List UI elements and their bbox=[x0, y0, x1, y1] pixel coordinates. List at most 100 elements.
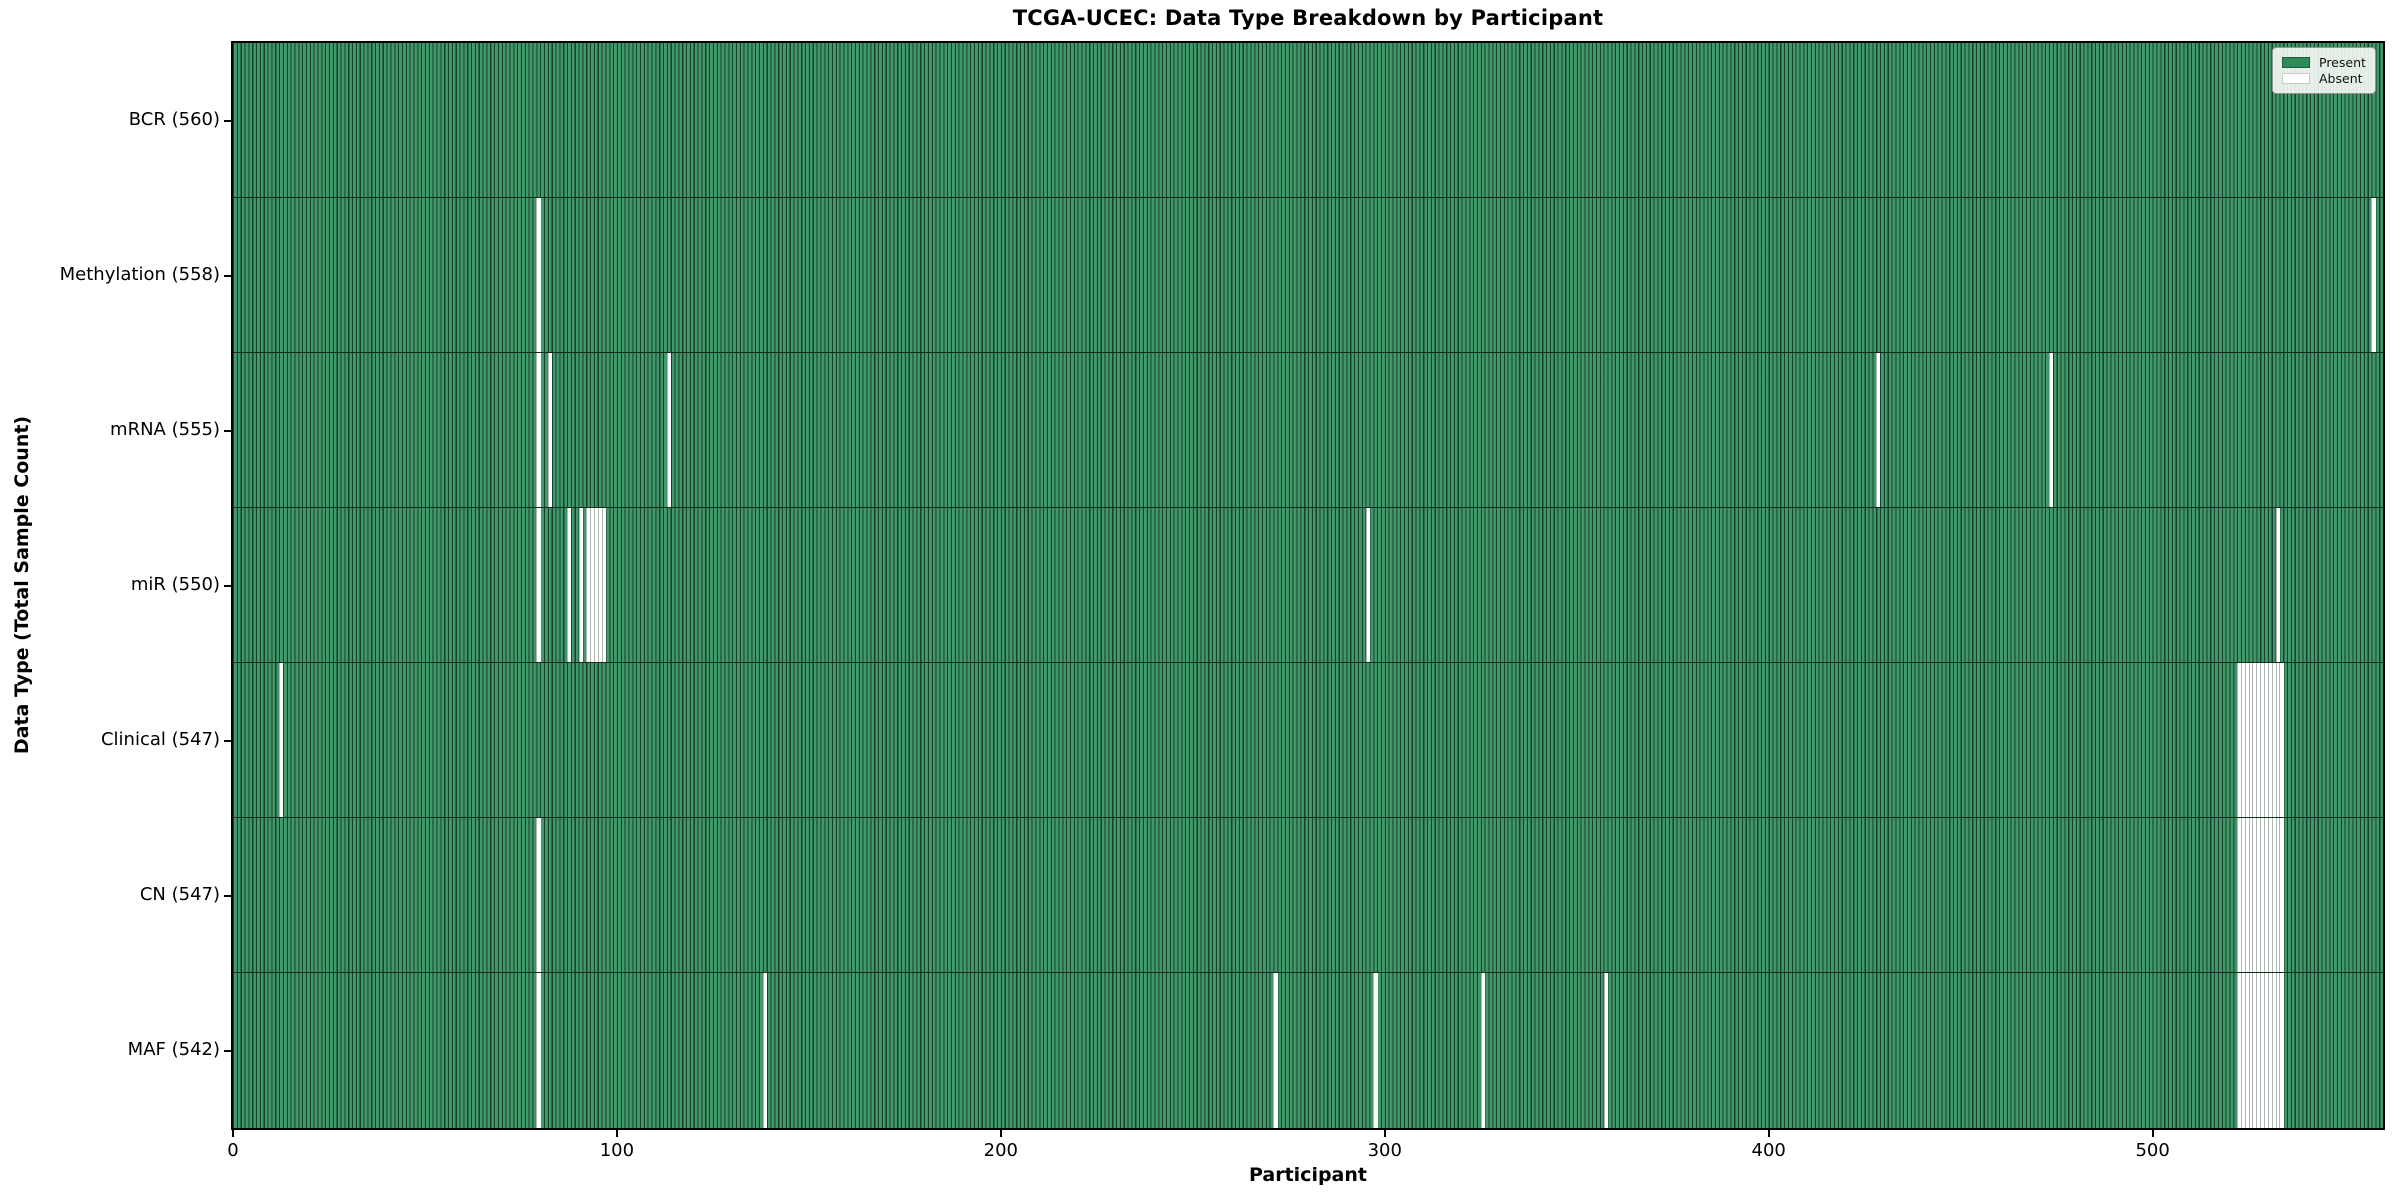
absent-gap-maf-79 bbox=[536, 973, 541, 1128]
y-tick-label-mir: miR (550) bbox=[130, 573, 220, 595]
y-tick-label-cn: CN (547) bbox=[139, 883, 220, 905]
chart-title: TCGA-UCEC: Data Type Breakdown by Partic… bbox=[1012, 6, 1604, 30]
absent-gap-maf-523 bbox=[2240, 973, 2246, 1128]
absent-gap-clinical-527 bbox=[2256, 663, 2261, 817]
x-tick-400 bbox=[1767, 1128, 1770, 1137]
data-row-methylation bbox=[233, 198, 2383, 353]
absent-gap-cn-525 bbox=[2248, 818, 2253, 972]
absent-gap-cn-528 bbox=[2260, 818, 2265, 972]
absent-gap-maf-530 bbox=[2267, 973, 2273, 1128]
absent-gap-mir-94 bbox=[593, 508, 599, 662]
y-tick-bcr bbox=[224, 119, 233, 122]
absent-gap-clinical-526 bbox=[2252, 663, 2257, 817]
x-tick-label-100: 100 bbox=[599, 1140, 635, 1161]
legend-swatch-absent bbox=[2282, 73, 2310, 84]
absent-gap-mir-92 bbox=[586, 508, 591, 662]
absent-gap-maf-271 bbox=[1273, 973, 1278, 1128]
x-tick-0 bbox=[232, 1128, 234, 1137]
absent-gap-mrna-428 bbox=[1876, 353, 1881, 507]
x-tick-200 bbox=[999, 1128, 1002, 1137]
absent-gap-cn-523 bbox=[2240, 818, 2246, 972]
absent-gap-mir-532 bbox=[2275, 508, 2280, 662]
y-tick-maf bbox=[224, 1049, 233, 1052]
x-tick-label-500: 500 bbox=[2135, 1140, 2170, 1161]
absent-gap-maf-138 bbox=[762, 973, 768, 1128]
x-tick-300 bbox=[1383, 1128, 1386, 1137]
absent-gap-clinical-531 bbox=[2271, 663, 2276, 817]
data-row-cn bbox=[233, 818, 2383, 973]
x-tick-label-300: 300 bbox=[1367, 1140, 1402, 1161]
absent-gap-cn-527 bbox=[2256, 818, 2261, 972]
absent-gap-clinical-524 bbox=[2244, 663, 2250, 817]
absent-gap-clinical-532 bbox=[2275, 663, 2280, 817]
absent-gap-mir-79 bbox=[536, 508, 541, 662]
data-row-mrna bbox=[233, 353, 2383, 508]
absent-gap-methylation-79 bbox=[536, 198, 541, 352]
absent-gap-clinical-522 bbox=[2237, 663, 2242, 817]
absent-gap-mrna-79 bbox=[536, 353, 541, 507]
legend-swatch-present bbox=[2282, 57, 2310, 68]
absent-gap-mrna-82 bbox=[547, 353, 553, 507]
absent-gap-maf-533 bbox=[2279, 973, 2284, 1128]
absent-gap-clinical-528 bbox=[2260, 663, 2265, 817]
y-tick-label-bcr: BCR (560) bbox=[128, 108, 220, 130]
y-tick-label-mrna: mRNA (555) bbox=[110, 418, 220, 440]
y-tick-mir bbox=[224, 584, 233, 587]
data-row-mir bbox=[233, 508, 2383, 663]
absent-gap-clinical-12 bbox=[279, 663, 284, 817]
absent-gap-mir-96 bbox=[601, 508, 606, 662]
plot-area bbox=[231, 41, 2385, 1130]
absent-gap-maf-526 bbox=[2252, 973, 2257, 1128]
absent-gap-cn-79 bbox=[536, 818, 541, 972]
absent-gap-clinical-533 bbox=[2279, 663, 2284, 817]
absent-gap-maf-522 bbox=[2237, 973, 2242, 1128]
absent-gap-mir-87 bbox=[567, 508, 572, 662]
absent-gap-mrna-113 bbox=[666, 353, 672, 507]
absent-gap-maf-528 bbox=[2260, 973, 2265, 1128]
absent-gap-cn-524 bbox=[2244, 818, 2250, 972]
absent-gap-maf-357 bbox=[1603, 973, 1608, 1128]
absent-gap-maf-524 bbox=[2244, 973, 2250, 1128]
absent-gap-maf-325 bbox=[1480, 973, 1485, 1128]
absent-gap-cn-531 bbox=[2271, 818, 2276, 972]
legend-entry-absent: Absent bbox=[2282, 71, 2367, 86]
absent-gap-mrna-473 bbox=[2048, 353, 2054, 507]
absent-gap-clinical-529 bbox=[2263, 663, 2269, 817]
legend: Present Absent bbox=[2272, 47, 2376, 94]
absent-gap-cn-532 bbox=[2275, 818, 2280, 972]
absent-gap-maf-297 bbox=[1373, 973, 1378, 1128]
absent-gap-maf-531 bbox=[2271, 973, 2276, 1128]
absent-gap-maf-525 bbox=[2248, 973, 2253, 1128]
y-tick-methylation bbox=[224, 274, 233, 277]
data-row-maf bbox=[233, 973, 2383, 1128]
absent-gap-cn-533 bbox=[2279, 818, 2284, 972]
absent-gap-maf-527 bbox=[2256, 973, 2261, 1128]
absent-gap-cn-522 bbox=[2237, 818, 2242, 972]
absent-gap-clinical-523 bbox=[2240, 663, 2246, 817]
absent-gap-methylation-557 bbox=[2371, 198, 2376, 352]
legend-label-present: Present bbox=[2319, 55, 2366, 70]
absent-gap-cn-529 bbox=[2263, 818, 2269, 972]
absent-gap-cn-530 bbox=[2267, 818, 2273, 972]
x-tick-label-400: 400 bbox=[1751, 1140, 1786, 1161]
absent-gap-mir-295 bbox=[1365, 508, 1370, 662]
absent-gap-clinical-530 bbox=[2267, 663, 2273, 817]
x-tick-label-0: 0 bbox=[227, 1140, 239, 1161]
y-tick-label-methylation: Methylation (558) bbox=[59, 263, 220, 285]
y-tick-clinical bbox=[224, 739, 233, 742]
absent-gap-maf-529 bbox=[2263, 973, 2269, 1128]
legend-entry-present: Present bbox=[2282, 55, 2367, 70]
absent-gap-maf-532 bbox=[2275, 973, 2280, 1128]
x-tick-500 bbox=[2151, 1128, 2154, 1137]
absent-gap-cn-526 bbox=[2252, 818, 2257, 972]
data-row-clinical bbox=[233, 663, 2383, 818]
absent-gap-mir-95 bbox=[597, 508, 602, 662]
data-row-bcr bbox=[233, 43, 2383, 198]
x-axis-label: Participant bbox=[1248, 1164, 1367, 1186]
absent-gap-mir-93 bbox=[590, 508, 595, 662]
legend-label-absent: Absent bbox=[2319, 71, 2363, 86]
y-tick-label-clinical: Clinical (547) bbox=[100, 728, 220, 750]
y-tick-mrna bbox=[224, 429, 233, 432]
y-tick-label-maf: MAF (542) bbox=[127, 1038, 220, 1060]
